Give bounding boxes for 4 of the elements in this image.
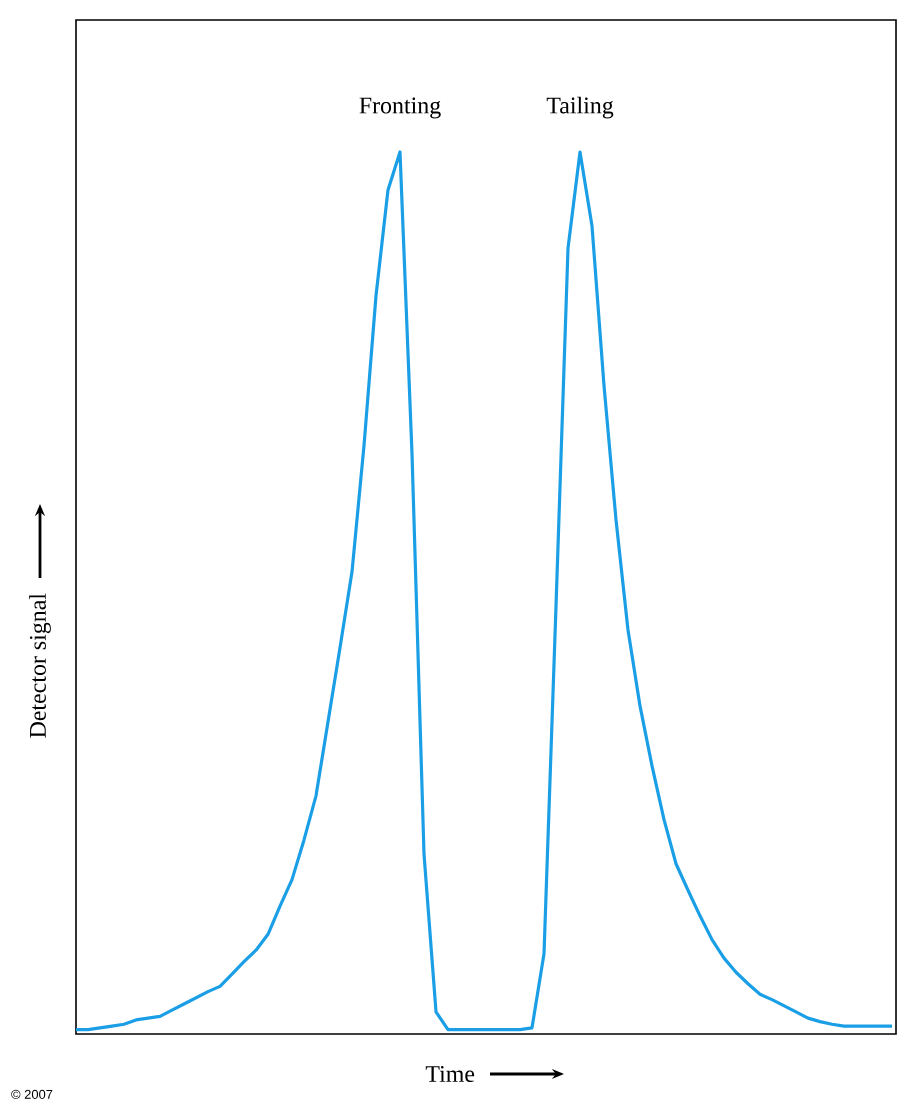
text: Tailing: [546, 96, 614, 119]
text: Fronting: [359, 97, 441, 119]
y-axis-title: Detector signal: [29, 593, 51, 738]
x-axis-title: Time: [425, 1065, 475, 1083]
